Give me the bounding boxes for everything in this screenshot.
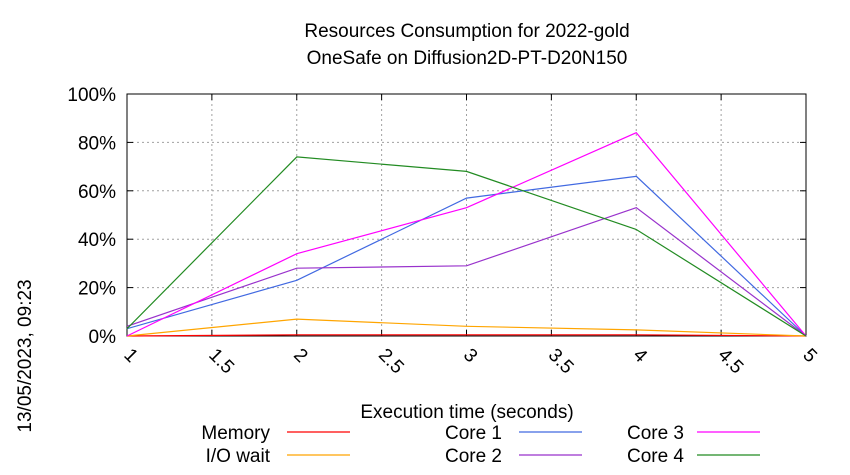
x-axis-label: Execution time (seconds) [360,402,573,423]
x-tick-label: 1 [119,345,141,367]
x-tick-label: 2.5 [374,345,408,379]
x-tick-label: 2 [289,345,311,367]
series-line [126,318,807,337]
series-line [126,131,807,337]
y-axis: 0% 20% 40% 60% 80% 100% [67,85,806,348]
legend-label: I/O wait [206,446,271,467]
x-tick-label: 5 [798,345,820,367]
chart-subtitle: OneSafe on Diffusion2D-PT-D20N150 [307,48,628,69]
timestamp-label: 13/05/2023, 09:23 [15,279,36,432]
series-line [126,156,807,337]
legend-label: Memory [201,423,270,444]
legend-label: Core 1 [445,423,502,444]
series-line [126,175,807,337]
y-tick-label: 0% [89,327,117,348]
x-tick-label: 4 [629,345,652,368]
y-tick-label: 100% [67,85,116,106]
y-tick-label: 40% [78,230,116,251]
series-line [126,207,807,337]
chart-title: Resources Consumption for 2022-gold [304,21,629,42]
x-tick-label: 3.5 [544,345,578,379]
x-tick-label: 3 [459,345,481,367]
series-line [126,334,807,337]
legend-label: Core 4 [627,446,684,467]
x-tick-label: 4.5 [714,345,748,379]
y-tick-label: 20% [78,279,116,300]
legend-label: Core 2 [445,446,502,467]
series-lines [126,131,807,337]
grid [127,94,806,336]
legend-label: Core 3 [627,423,684,444]
y-tick-label: 60% [78,182,116,203]
y-tick-label: 80% [78,133,116,154]
x-tick-label: 1.5 [204,345,238,379]
